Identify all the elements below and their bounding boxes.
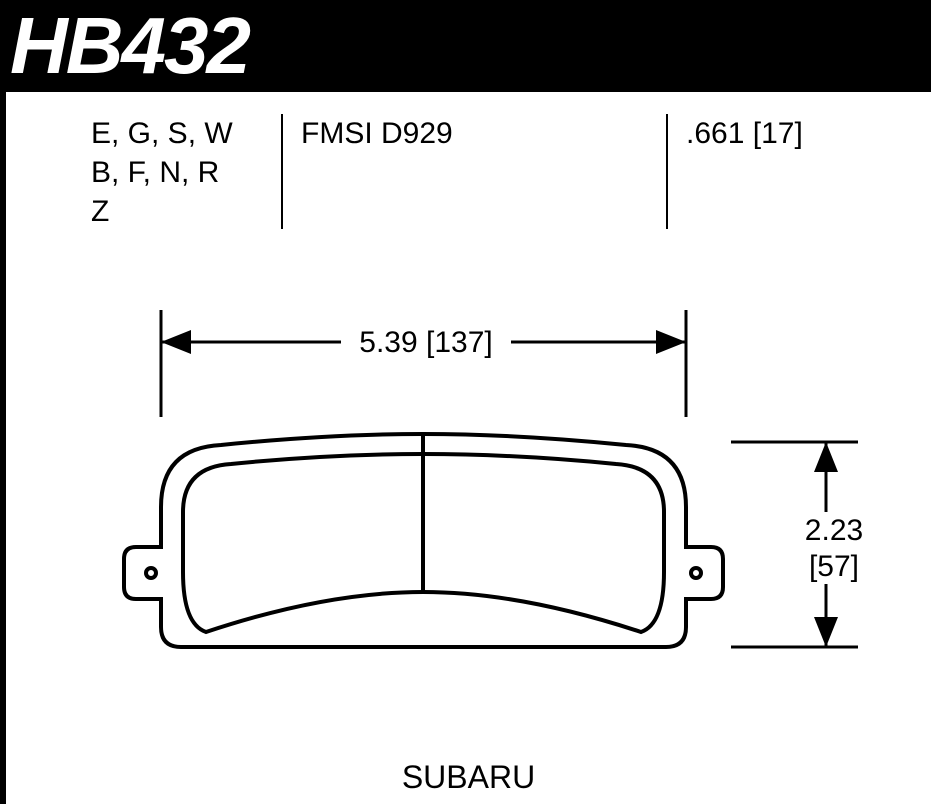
divider-1: [281, 114, 283, 229]
info-row: E, G, S, W B, F, N, R Z FMSI D929 .661 […: [6, 92, 931, 231]
thickness-in: .661: [686, 117, 744, 150]
part-number: HB432: [10, 0, 249, 92]
fmsi-code: FMSI D929: [301, 114, 666, 153]
divider-2: [666, 114, 668, 229]
thickness: .661 [17]: [686, 114, 803, 153]
width-in: 5.39: [359, 326, 417, 359]
height-in: 2.23: [805, 514, 863, 547]
width-dimension: 5.39 [137]: [161, 310, 686, 417]
content-frame: E, G, S, W B, F, N, R Z FMSI D929 .661 […: [0, 92, 931, 804]
codes-line3: Z: [91, 192, 281, 231]
svg-text:5.39 [13: 5.39 [137]: [359, 326, 492, 359]
compound-codes: E, G, S, W B, F, N, R Z: [91, 114, 281, 231]
height-dimension: 2.23 [57]: [731, 442, 871, 647]
brake-pad-diagram: 5.39 [137] 2.23 [57]: [66, 262, 906, 732]
width-mm: [137]: [426, 326, 493, 359]
header-bar: HB432: [0, 0, 931, 92]
diagram-area: 5.39 [137] 2.23 [57]: [66, 262, 906, 732]
codes-line1: E, G, S, W: [91, 114, 281, 153]
brand-label: SUBARU: [6, 759, 931, 796]
codes-line2: B, F, N, R: [91, 153, 281, 192]
thickness-mm: [17]: [753, 117, 803, 150]
brake-pad-shape: [124, 434, 723, 647]
height-mm: [57]: [809, 550, 859, 583]
